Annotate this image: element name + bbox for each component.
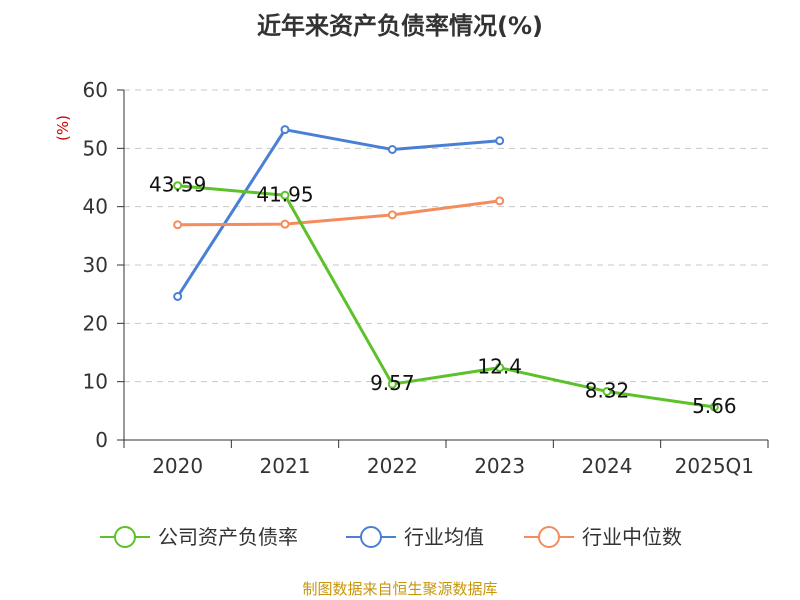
data-point — [495, 136, 505, 146]
data-point — [173, 292, 183, 301]
y-tick-label: 60 — [83, 78, 108, 102]
x-tick-label: 2021 — [260, 454, 311, 478]
data-point — [495, 196, 505, 206]
legend-swatch-marker — [114, 526, 136, 548]
y-tick-label: 50 — [83, 136, 108, 160]
data-label: 41.95 — [256, 182, 313, 206]
data-point — [709, 402, 719, 412]
data-label: 8.32 — [585, 378, 630, 402]
x-tick-label: 2025Q1 — [675, 454, 754, 478]
y-tick-label: 0 — [95, 428, 108, 452]
x-tick-label: 2023 — [474, 454, 525, 478]
series-lines — [173, 125, 719, 412]
axes: 0 10 20 30 40 50 60 (%) 2020 2021 2022 2023 2024 2025… — [54, 78, 769, 478]
data-point — [602, 386, 612, 396]
data-point — [387, 379, 397, 389]
data-labels: 43.59 41.95 9.57 12.4 8.32 5.66 — [149, 173, 737, 418]
legend-item: 行业中位数 — [524, 525, 682, 549]
chart-title: 近年来资产负债率情况(%) — [257, 12, 543, 40]
legend-label: 行业中位数 — [582, 525, 682, 549]
legend-swatch-marker — [360, 526, 382, 548]
data-point — [387, 210, 397, 220]
x-tick-label: 2020 — [152, 454, 203, 478]
data-point — [280, 190, 290, 200]
data-point — [280, 125, 290, 135]
y-tick-label: 40 — [83, 195, 108, 219]
x-tick-label: 2024 — [582, 454, 633, 478]
legend-item: 公司资产负债率 — [100, 525, 298, 549]
series-line-1 — [176, 128, 500, 298]
legend-label: 公司资产负债率 — [158, 525, 298, 549]
grid-lines — [124, 89, 768, 383]
y-tick-label: 20 — [83, 311, 108, 335]
legend-swatch-marker — [538, 526, 560, 548]
data-label: 43.59 — [149, 173, 206, 197]
x-tick-label: 2022 — [367, 454, 418, 478]
data-label: 9.57 — [370, 371, 415, 395]
source-note: 制图数据来自恒生聚源数据库 — [302, 580, 498, 598]
series-line-0 — [177, 184, 715, 409]
data-point — [495, 363, 505, 373]
y-tick-label: 30 — [83, 253, 108, 277]
data-point — [387, 145, 397, 154]
series-line-2 — [177, 199, 500, 227]
data-label: 5.66 — [692, 394, 737, 418]
legend-item: 行业均值 — [346, 525, 484, 549]
legend-label: 行业均值 — [404, 525, 484, 549]
data-point — [173, 181, 183, 191]
y-axis-unit: (%) — [54, 115, 72, 141]
y-tick-label: 10 — [83, 370, 108, 394]
legend: 公司资产负债率 行业均值 行业中位数 — [100, 525, 682, 549]
data-point — [173, 220, 183, 230]
data-point — [280, 219, 290, 229]
data-label: 12.4 — [477, 355, 522, 379]
